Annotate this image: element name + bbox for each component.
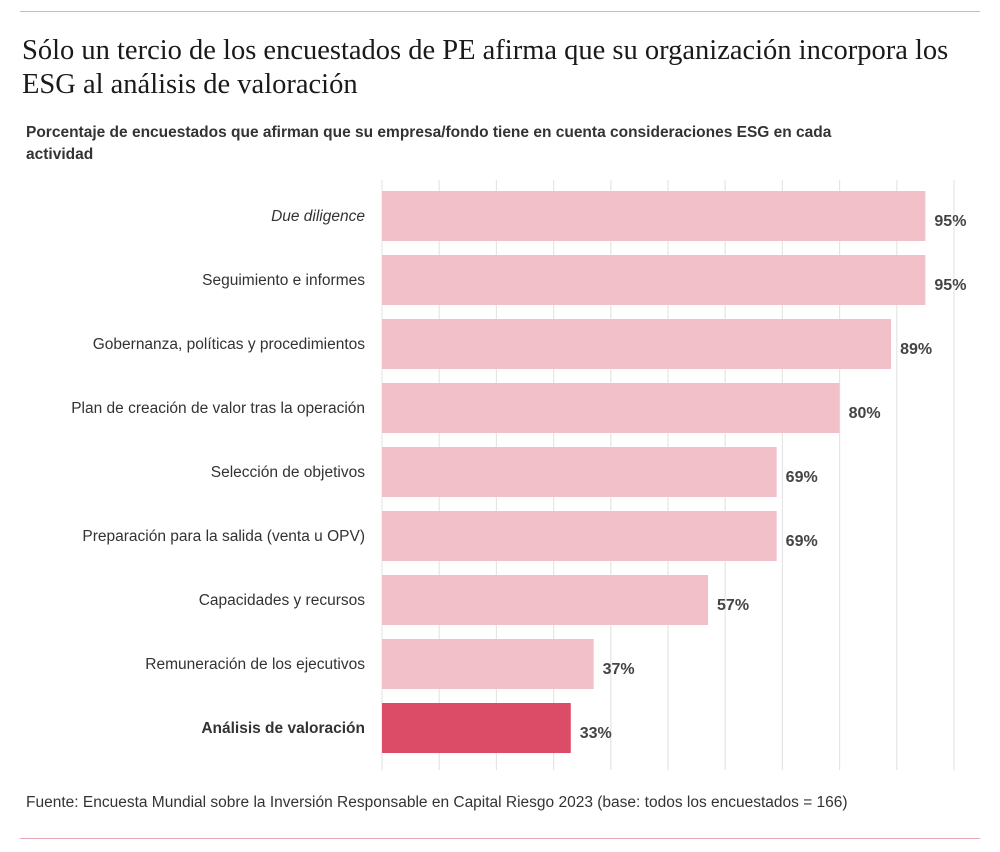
data-label: 57% xyxy=(717,597,749,614)
bar xyxy=(382,255,926,305)
category-label: Capacidades y recursos xyxy=(199,592,366,609)
data-label: 80% xyxy=(849,405,881,422)
category-label: Seguimiento e informes xyxy=(202,272,365,289)
category-label: Remuneración de los ejecutivos xyxy=(145,656,365,673)
bar xyxy=(382,575,709,625)
bar xyxy=(382,383,840,433)
bar xyxy=(382,511,777,561)
top-rule xyxy=(20,11,980,12)
bar xyxy=(382,319,892,369)
data-label: 37% xyxy=(603,661,635,678)
chart-subtitle: Porcentaje de encuestados que afirman qu… xyxy=(26,124,832,163)
bar xyxy=(382,703,571,753)
bottom-rule xyxy=(20,838,980,839)
data-label: 69% xyxy=(786,533,818,550)
data-label: 69% xyxy=(786,469,818,486)
bar xyxy=(382,191,926,241)
category-label: Análisis de valoración xyxy=(201,720,365,737)
category-label: Preparación para la salida (venta u OPV) xyxy=(82,528,365,545)
category-label: Gobernanza, políticas y procedimientos xyxy=(93,336,366,353)
source-note: Fuente: Encuesta Mundial sobre la Invers… xyxy=(26,794,848,811)
data-label: 89% xyxy=(900,341,932,358)
data-label: 95% xyxy=(934,277,966,294)
bar-chart: Due diligence 95% Seguimiento e informes 95… xyxy=(71,180,966,770)
bar xyxy=(382,447,777,497)
data-label: 95% xyxy=(934,213,966,230)
data-label: 33% xyxy=(580,725,612,742)
chart-title: Sólo un tercio de los encuestados de PE … xyxy=(22,35,949,100)
category-label: Due diligence xyxy=(271,208,365,225)
category-label: Plan de creación de valor tras la operac… xyxy=(71,400,365,417)
category-label: Selección de objetivos xyxy=(211,464,365,481)
bar xyxy=(382,639,594,689)
